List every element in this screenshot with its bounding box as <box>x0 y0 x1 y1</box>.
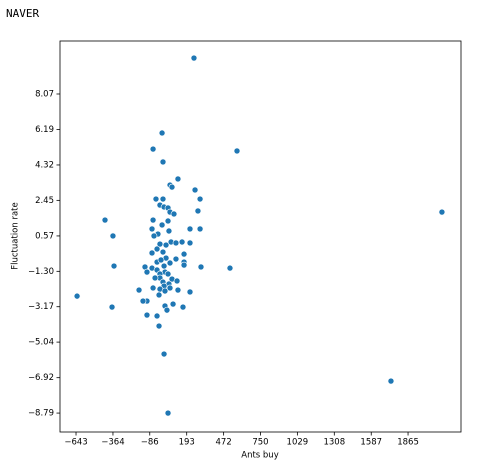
point <box>172 255 180 263</box>
point <box>155 291 163 299</box>
point <box>143 268 151 276</box>
point <box>73 292 81 300</box>
x-tick-label: −364 <box>101 438 124 448</box>
point <box>158 221 166 229</box>
point <box>159 248 167 256</box>
y-tick-label: −3.17 <box>28 302 54 312</box>
point <box>158 129 166 137</box>
y-tick-label: −5.04 <box>28 338 54 348</box>
point <box>159 195 167 203</box>
y-tick-label: 6.19 <box>35 125 54 135</box>
point <box>101 216 109 224</box>
point <box>196 195 204 203</box>
x-tick-label: 750 <box>252 438 268 448</box>
point <box>149 216 157 224</box>
point <box>165 227 173 235</box>
y-tick-label: −8.79 <box>28 409 54 419</box>
x-tick-label: 472 <box>216 438 232 448</box>
point <box>135 286 143 294</box>
point <box>149 284 157 292</box>
point <box>166 259 174 267</box>
y-tick-label: −6.92 <box>28 373 54 383</box>
point <box>387 377 395 385</box>
x-tick-label: 1308 <box>323 438 345 448</box>
y-tick-label: 2.45 <box>35 196 54 206</box>
y-tick-label: 8.07 <box>35 89 54 99</box>
point <box>190 54 198 62</box>
point <box>109 232 117 240</box>
point <box>148 225 156 233</box>
point <box>110 262 118 270</box>
point <box>191 186 199 194</box>
point <box>186 288 194 296</box>
x-tick-label: 1029 <box>287 438 309 448</box>
x-tick-label: 193 <box>179 438 195 448</box>
point <box>186 225 194 233</box>
y-tick-label: 4.32 <box>35 160 54 170</box>
point <box>233 147 241 155</box>
point <box>164 409 172 417</box>
point <box>169 300 177 308</box>
point <box>108 303 116 311</box>
point <box>157 256 165 264</box>
x-tick-label: −643 <box>64 438 87 448</box>
point <box>143 311 151 319</box>
point <box>170 210 178 218</box>
x-tick-label: 1587 <box>360 438 382 448</box>
point <box>152 195 160 203</box>
point <box>180 261 188 269</box>
point <box>163 306 171 314</box>
point <box>149 145 157 153</box>
point <box>173 277 181 285</box>
point <box>155 322 163 330</box>
y-axis-label: Fluctuation rate <box>11 202 21 270</box>
y-tick-label: −1.30 <box>28 267 54 277</box>
point <box>174 175 182 183</box>
point <box>153 312 161 320</box>
point <box>178 238 186 246</box>
point <box>196 225 204 233</box>
point <box>148 249 156 257</box>
point <box>179 303 187 311</box>
point <box>197 263 205 271</box>
point <box>226 264 234 272</box>
point <box>162 241 170 249</box>
point <box>151 274 159 282</box>
x-tick-label: −86 <box>141 438 159 448</box>
point <box>164 217 172 225</box>
x-axis-label: Ants buy <box>241 451 278 461</box>
point <box>174 286 182 294</box>
chart-title: NAVER <box>6 7 39 20</box>
point <box>160 262 168 270</box>
point <box>139 297 147 305</box>
x-tick-label: 1865 <box>397 438 419 448</box>
point <box>159 158 167 166</box>
point <box>150 232 158 240</box>
y-tick-label: 0.57 <box>35 231 54 241</box>
plot-area <box>59 40 462 433</box>
point <box>194 207 202 215</box>
point <box>164 270 172 278</box>
point <box>186 239 194 247</box>
point <box>180 250 188 258</box>
point <box>166 284 174 292</box>
point <box>172 239 180 247</box>
point <box>161 287 169 295</box>
point <box>153 245 161 253</box>
point <box>160 350 168 358</box>
point <box>438 208 446 216</box>
point <box>168 183 176 191</box>
